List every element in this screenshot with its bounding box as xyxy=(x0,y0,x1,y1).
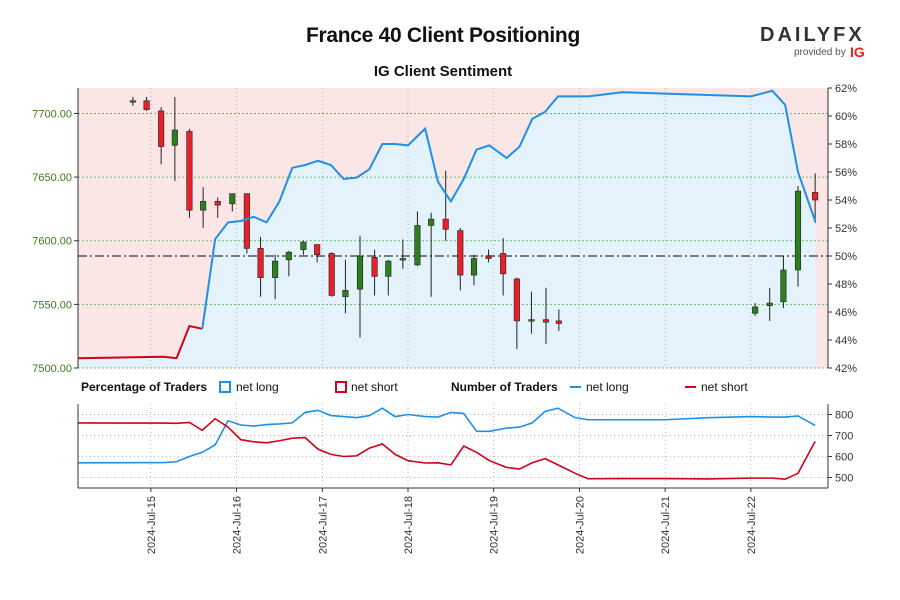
legend-num-short: net short xyxy=(701,380,748,394)
pct-tick-label: 52% xyxy=(835,223,857,235)
candle-body xyxy=(272,260,279,278)
candle-body xyxy=(555,320,562,324)
count-tick-label: 700 xyxy=(835,431,853,443)
date-tick-label: 2024-Jul-15 xyxy=(146,496,158,554)
legend: Percentage of Traders net long net short… xyxy=(81,380,748,394)
chart-title: France 40 Client Positioning xyxy=(306,24,580,47)
main-lines-group xyxy=(77,89,817,360)
pct-tick-label: 56% xyxy=(835,167,857,179)
candle-body xyxy=(356,255,364,290)
net-long-pct-line xyxy=(201,89,817,329)
sub-plot-grid xyxy=(78,404,828,488)
price-tick-label: 7600.00 xyxy=(32,236,72,248)
candle-body xyxy=(485,255,492,259)
count-tick-label: 500 xyxy=(835,473,853,485)
candle-body xyxy=(243,193,250,249)
candle-body xyxy=(171,129,178,146)
legend-num-title: Number of Traders xyxy=(451,380,558,394)
legend-num-long: net long xyxy=(586,380,629,394)
candle-body xyxy=(500,253,507,275)
net-long-pct-line-short-zone xyxy=(77,324,203,360)
count-tick-label: 600 xyxy=(835,452,853,464)
price-tick-label: 7650.00 xyxy=(32,172,72,184)
candle-body xyxy=(328,253,335,296)
candle-body xyxy=(442,218,449,230)
candles-group xyxy=(129,96,819,349)
logo-provided-by: provided by xyxy=(794,47,846,58)
date-labels-group: 2024-Jul-15 2024-Jul-16 2024-Jul-17 2024-Ju… xyxy=(146,488,758,554)
candle-body xyxy=(314,244,321,256)
candle-body xyxy=(528,319,535,322)
candle-body xyxy=(186,130,193,211)
date-tick-label: 2024-Jul-18 xyxy=(403,496,415,554)
candle-body xyxy=(428,218,435,226)
pct-tick-label: 60% xyxy=(835,111,857,123)
candle-body xyxy=(399,258,406,261)
date-tick-label: 2024-Jul-21 xyxy=(660,496,672,554)
sub-axes-group: 500 600 700 800 xyxy=(77,404,853,489)
candle-body xyxy=(200,200,207,211)
chart-subtitle: IG Client Sentiment xyxy=(373,63,513,80)
candle-body xyxy=(214,200,221,206)
price-tick-label: 7550.00 xyxy=(32,299,72,311)
candle-body xyxy=(457,230,464,276)
candle-body xyxy=(542,319,550,323)
count-net-short-line xyxy=(77,417,816,480)
logo-brand-left: DAILY xyxy=(760,24,834,46)
pct-tick-label: 54% xyxy=(835,195,857,207)
candle-body xyxy=(766,302,773,306)
candle-body xyxy=(812,192,819,201)
candle-body xyxy=(342,290,349,298)
candle-body xyxy=(470,258,478,276)
legend-pct-title: Percentage of Traders xyxy=(81,380,207,394)
candle-body xyxy=(229,193,236,205)
count-tick-label: 800 xyxy=(835,410,853,422)
logo-brand-right: FX xyxy=(833,24,865,46)
pct-tick-label: 58% xyxy=(835,139,857,151)
candle-body xyxy=(129,100,136,103)
date-tick-label: 2024-Jul-20 xyxy=(574,496,586,554)
candle-body xyxy=(513,278,520,322)
ig-logo: IG xyxy=(850,44,865,60)
candle-body xyxy=(794,190,802,271)
pct-tick-label: 42% xyxy=(835,363,857,375)
main-plot-grid xyxy=(78,88,828,369)
price-tick-label: 7700.00 xyxy=(32,108,72,120)
date-tick-label: 2024-Jul-22 xyxy=(746,496,758,554)
candle-body xyxy=(143,100,150,110)
pct-tick-label: 62% xyxy=(835,83,857,95)
candle-body xyxy=(300,241,307,250)
legend-pct-long-swatch xyxy=(219,381,231,393)
candle-body xyxy=(371,256,378,277)
candle-body xyxy=(385,260,392,277)
legend-pct-short-swatch xyxy=(335,381,347,393)
count-net-long-line xyxy=(77,407,816,464)
dailyfx-logo: DAILYFX provided by IG xyxy=(740,24,870,64)
pct-tick-label: 46% xyxy=(835,307,857,319)
candle-body xyxy=(257,248,264,278)
price-tick-label: 7500.00 xyxy=(32,363,72,375)
legend-pct-long: net long xyxy=(236,380,279,394)
main-axes-group: 7500.00 7550.00 7600.00 7650.00 7700.00 42% 44… xyxy=(32,83,857,375)
date-tick-label: 2024-Jul-17 xyxy=(317,496,329,554)
sub-lines-group xyxy=(77,407,816,480)
pct-tick-label: 50% xyxy=(835,251,857,263)
candle-body xyxy=(780,269,787,303)
date-tick-label: 2024-Jul-19 xyxy=(489,496,501,554)
candle-body xyxy=(285,251,292,261)
candle-body xyxy=(158,110,165,147)
legend-pct-short: net short xyxy=(351,380,398,394)
pct-tick-label: 48% xyxy=(835,279,857,291)
candle-body xyxy=(752,306,759,314)
candle-body xyxy=(414,225,421,266)
date-tick-label: 2024-Jul-16 xyxy=(232,496,244,554)
logo-brand: DAILYFX xyxy=(760,24,865,47)
pct-tick-label: 44% xyxy=(835,335,857,347)
